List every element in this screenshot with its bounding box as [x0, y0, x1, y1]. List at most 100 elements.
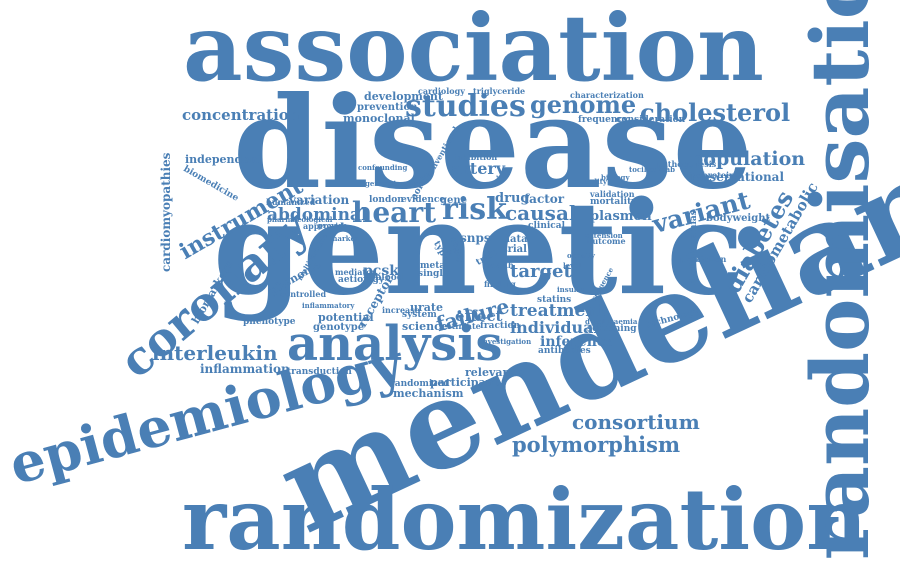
- word-prediction: prediction: [680, 254, 727, 264]
- word-frequency: frequency: [578, 115, 629, 125]
- word-pathogenesis: pathogenesis: [657, 159, 717, 169]
- word-blood: blood: [375, 273, 404, 283]
- word-health: health: [485, 260, 514, 270]
- word-london: london: [369, 195, 404, 205]
- word-insulin: insulin: [557, 285, 585, 294]
- word-artery: artery: [451, 159, 506, 178]
- word-factor: factor: [524, 192, 565, 206]
- word-antibodies: antibodies: [538, 346, 591, 356]
- word-genetic: genetic: [213, 174, 745, 324]
- word-system: system: [402, 310, 437, 320]
- word-treatment: treatment: [510, 301, 606, 321]
- word-randomization: randomization: [182, 470, 868, 563]
- word-individual: individual: [510, 318, 600, 337]
- word-potential: potential: [318, 311, 374, 324]
- word-effect: effect: [455, 307, 503, 325]
- word-extension: extension: [585, 231, 623, 240]
- word-cardiomyopathies: cardiomyopathies: [159, 152, 173, 272]
- word-randomized: randomized: [390, 379, 450, 389]
- word-consortium: consortium: [572, 410, 700, 434]
- word-marker: marker: [330, 234, 359, 243]
- word-outcome: outcome: [587, 236, 626, 246]
- word-observational: observational: [693, 170, 785, 184]
- word-causality: causality: [572, 177, 607, 186]
- word-development: development: [364, 90, 444, 103]
- word-association: association: [183, 0, 764, 102]
- word-humanized: humanized: [266, 197, 316, 207]
- word-meta: meta: [420, 261, 446, 271]
- word-increase: increase: [382, 305, 420, 315]
- word-single: single: [418, 269, 449, 279]
- word-abdominal: abdominal: [267, 205, 368, 225]
- word-fraction: fraction: [480, 321, 521, 331]
- word-inflammatory: inflammatory: [302, 301, 355, 310]
- word-consideration: consideration: [616, 115, 686, 125]
- word-mechanism: mechanism: [393, 387, 464, 400]
- word-participant: participant: [430, 376, 499, 389]
- word-variation: variation: [289, 193, 350, 207]
- word-disease: disease: [233, 69, 753, 217]
- word-mediator: mediator: [335, 267, 376, 277]
- word-biology: biology: [601, 173, 630, 182]
- word-obesity: obesity: [567, 251, 595, 260]
- word-evidence: evidence: [401, 195, 446, 205]
- word-phenotype: phenotype: [243, 317, 296, 327]
- word-transduction: transduction: [287, 367, 352, 377]
- word-aetiology: aetiology: [338, 275, 385, 285]
- word-gene: gene: [440, 195, 467, 206]
- word-approved: approved: [303, 221, 345, 231]
- word-genes: genes: [365, 179, 388, 188]
- word-polymorphism: polymorphism: [512, 432, 681, 457]
- word-independent: independent: [185, 153, 263, 166]
- word-population: population: [690, 148, 806, 170]
- word-inference: inference: [540, 334, 615, 350]
- word-estimate: estimate: [442, 321, 481, 331]
- word-science: science: [402, 320, 448, 333]
- word-analysis: analysis: [287, 316, 503, 372]
- word-dysglycaemia: dysglycaemia: [585, 317, 638, 326]
- word-monoclonal: monoclonal: [343, 112, 415, 125]
- word-target: target: [510, 261, 572, 282]
- word-relevance: relevance: [465, 366, 525, 379]
- word-clinical: clinical: [528, 221, 566, 231]
- word-plasmon: plasmon: [590, 209, 652, 224]
- word-genome: genome: [530, 90, 637, 119]
- word-pharmacological: pharmacological: [267, 215, 333, 224]
- word-bodyweight: bodyweight: [706, 213, 771, 224]
- word-interleukin: interleukin: [152, 341, 278, 365]
- word-cholesterol: cholesterol: [640, 98, 791, 127]
- word-trial: trial: [503, 244, 527, 255]
- word-validation: validation: [590, 189, 635, 199]
- word-prevention: prevention: [357, 102, 418, 113]
- word-finding: finding: [484, 279, 516, 289]
- word-drug: drug: [495, 191, 530, 206]
- word-triglyceride: triglyceride: [473, 86, 526, 96]
- word-investigation: investigation: [480, 337, 532, 346]
- word-causal: causal: [505, 201, 577, 225]
- word-mortality: mortality: [590, 197, 637, 207]
- word-cardiology: cardiology: [418, 86, 465, 96]
- word-provide: provide: [318, 221, 348, 230]
- word-lipid: lipid: [443, 247, 461, 256]
- word-heart: heart: [352, 196, 436, 229]
- word-controlled: controlled: [280, 289, 327, 299]
- word-data: data: [503, 234, 528, 245]
- word-snps: snps: [460, 231, 491, 245]
- word-tocilizumab: tocilizumab: [629, 165, 676, 174]
- word-level: level: [563, 261, 582, 270]
- word-screening: screening: [587, 324, 637, 334]
- word-determine: determine: [384, 179, 425, 188]
- word-dyslipidaemias: dyslipidaemias: [689, 210, 699, 285]
- word-studies: studies: [405, 89, 526, 124]
- word-risk: risk: [442, 192, 507, 227]
- word-concentration: concentration: [182, 106, 300, 124]
- word-urate: urate: [410, 301, 443, 314]
- word-statins: statins: [537, 295, 572, 305]
- word-inhibition: inhibition: [453, 152, 498, 162]
- word-randomisation: randomisation: [793, 0, 887, 560]
- word-lipoprotein: lipoprotein: [685, 170, 735, 180]
- word-genotype: genotype: [313, 322, 365, 333]
- word-confounding: confounding: [358, 163, 408, 172]
- word-pcsk: pcsk: [363, 263, 399, 279]
